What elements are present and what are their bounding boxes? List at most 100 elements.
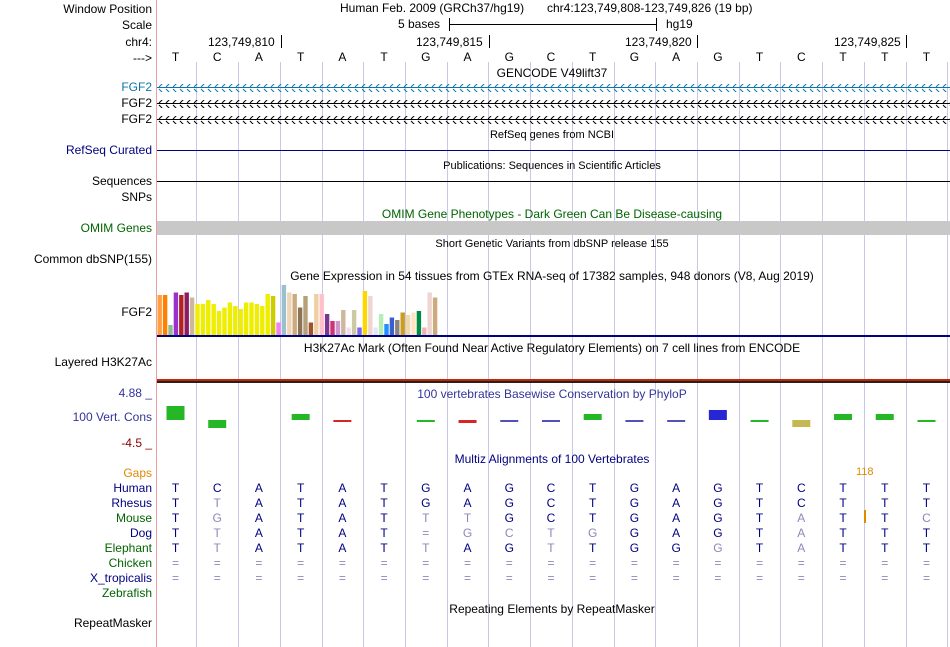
gtex-tissue-bar[interactable] (362, 291, 368, 335)
gtex-tissue-bar[interactable] (378, 314, 384, 335)
phylop-base-score[interactable] (583, 414, 602, 420)
publications-sequences-label[interactable]: Sequences (91, 174, 152, 188)
gtex-tissue-bar[interactable] (351, 310, 357, 335)
gtex-tissue-bar[interactable] (330, 321, 335, 335)
gtex-tissue-bar[interactable] (405, 315, 411, 335)
gtex-tissue-bar[interactable] (389, 317, 395, 336)
phylop-base-score[interactable] (541, 420, 560, 422)
mouse-insertion-marker[interactable] (864, 510, 866, 523)
phylop-track-label[interactable]: 100 Vert. Cons (72, 410, 152, 424)
repeatmasker-label[interactable]: RepeatMasker (73, 616, 152, 630)
gtex-tissue-bar[interactable] (211, 304, 216, 335)
gencode-gene-label[interactable]: FGF2 (121, 80, 152, 94)
phylop-base-score[interactable] (875, 414, 894, 420)
gtex-tissue-bar[interactable] (189, 297, 195, 336)
gaps-label[interactable]: Gaps (123, 466, 152, 480)
gtex-tissue-bar[interactable] (308, 322, 314, 336)
gtex-tissue-bar[interactable] (184, 292, 189, 336)
gencode-transcript-2[interactable] (157, 100, 950, 108)
gtex-tissue-bar[interactable] (265, 294, 270, 335)
gtex-tissue-bar[interactable] (238, 309, 243, 335)
gtex-tissue-bar[interactable] (249, 302, 254, 336)
species-label[interactable]: Mouse (115, 511, 152, 525)
phylop-conservation-chart[interactable] (157, 400, 950, 440)
species-label[interactable]: Zebrafish (101, 586, 152, 600)
phylop-base-score[interactable] (750, 420, 769, 422)
gtex-tissue-bar[interactable] (357, 327, 362, 336)
snps-label[interactable]: SNPs (121, 190, 152, 204)
gtex-expression-chart[interactable] (157, 282, 950, 335)
gtex-tissue-bar[interactable] (281, 285, 287, 335)
gtex-tissue-bar[interactable] (287, 292, 292, 336)
gencode-transcript-1[interactable] (157, 84, 950, 92)
gtex-tissue-bar[interactable] (422, 327, 427, 336)
phylop-base-score[interactable] (792, 420, 811, 427)
gtex-tissue-bar[interactable] (216, 311, 222, 335)
h3k27ac-signal[interactable] (157, 379, 950, 381)
gtex-tissue-bar[interactable] (319, 294, 324, 335)
phylop-base-score[interactable] (291, 414, 310, 420)
gtex-tissue-bar[interactable] (195, 304, 200, 335)
species-label[interactable]: X_tropicalis (89, 571, 152, 585)
window-position-value[interactable]: chr4:123,749,808-123,749,826 (19 bp) (547, 1, 753, 15)
gtex-tissue-bar[interactable] (432, 297, 438, 336)
gtex-tissue-bar[interactable] (206, 300, 211, 335)
phylop-base-score[interactable] (333, 420, 352, 422)
gtex-tissue-bar[interactable] (416, 311, 422, 335)
species-label[interactable]: Chicken (108, 556, 152, 570)
publications-sequence-line[interactable] (157, 181, 950, 182)
phylop-base-score[interactable] (917, 420, 936, 422)
gtex-tissue-bar[interactable] (341, 310, 346, 335)
refseq-curated-label[interactable]: RefSeq Curated (65, 143, 152, 157)
phylop-base-score[interactable] (416, 420, 435, 422)
phylop-base-score[interactable] (667, 420, 686, 422)
gtex-tissue-bar[interactable] (346, 327, 351, 336)
phylop-base-score[interactable] (834, 414, 853, 420)
layered-h3k27ac-label[interactable]: Layered H3K27Ac (54, 355, 152, 369)
gtex-tissue-bar[interactable] (297, 307, 303, 336)
gtex-tissue-bar[interactable] (173, 292, 179, 336)
phylop-base-score[interactable] (708, 410, 727, 420)
gtex-tissue-bar[interactable] (292, 294, 297, 335)
species-label[interactable]: Human (113, 481, 152, 495)
gtex-tissue-bar[interactable] (411, 312, 416, 336)
gtex-tissue-bar[interactable] (303, 296, 308, 335)
gencode-gene-label[interactable]: FGF2 (121, 112, 152, 126)
gtex-tissue-bar[interactable] (168, 325, 173, 335)
gtex-tissue-bar[interactable] (335, 321, 341, 335)
gencode-gene-label[interactable]: FGF2 (121, 96, 152, 110)
gtex-tissue-bar[interactable] (400, 312, 405, 336)
gtex-tissue-bar[interactable] (222, 307, 227, 336)
phylop-base-score[interactable] (500, 420, 519, 422)
gtex-tissue-bar[interactable] (324, 314, 330, 335)
gtex-tissue-bar[interactable] (373, 327, 378, 336)
gencode-transcript-3[interactable] (157, 116, 950, 124)
gtex-tissue-bar[interactable] (314, 294, 319, 335)
gtex-tissue-bar[interactable] (179, 295, 184, 335)
gtex-tissue-bar[interactable] (157, 295, 162, 335)
species-label[interactable]: Elephant (104, 541, 152, 555)
phylop-base-score[interactable] (625, 420, 644, 422)
gtex-tissue-bar[interactable] (276, 322, 281, 336)
gtex-tissue-bar[interactable] (395, 320, 400, 335)
gtex-tissue-bar[interactable] (427, 292, 432, 336)
species-label[interactable]: Dog (129, 526, 152, 540)
phylop-base-score[interactable] (166, 406, 185, 420)
common-dbsnp-label[interactable]: Common dbSNP(155) (33, 252, 152, 266)
gtex-tissue-bar[interactable] (243, 302, 249, 336)
gtex-tissue-bar[interactable] (200, 304, 206, 335)
omim-gene-bar[interactable] (157, 221, 950, 235)
gtex-tissue-bar[interactable] (162, 295, 168, 335)
phylop-base-score[interactable] (208, 420, 227, 428)
gtex-tissue-bar[interactable] (233, 306, 238, 335)
gtex-tissue-bar[interactable] (270, 296, 276, 335)
gtex-gene-label[interactable]: FGF2 (121, 305, 152, 319)
gtex-tissue-bar[interactable] (368, 296, 373, 335)
gtex-tissue-bar[interactable] (227, 302, 233, 336)
omim-genes-label[interactable]: OMIM Genes (80, 221, 152, 235)
gtex-tissue-bar[interactable] (260, 306, 265, 335)
species-label[interactable]: Rhesus (111, 496, 152, 510)
phylop-base-score[interactable] (458, 420, 477, 423)
gtex-tissue-bar[interactable] (384, 324, 389, 335)
gtex-tissue-bar[interactable] (254, 304, 260, 335)
